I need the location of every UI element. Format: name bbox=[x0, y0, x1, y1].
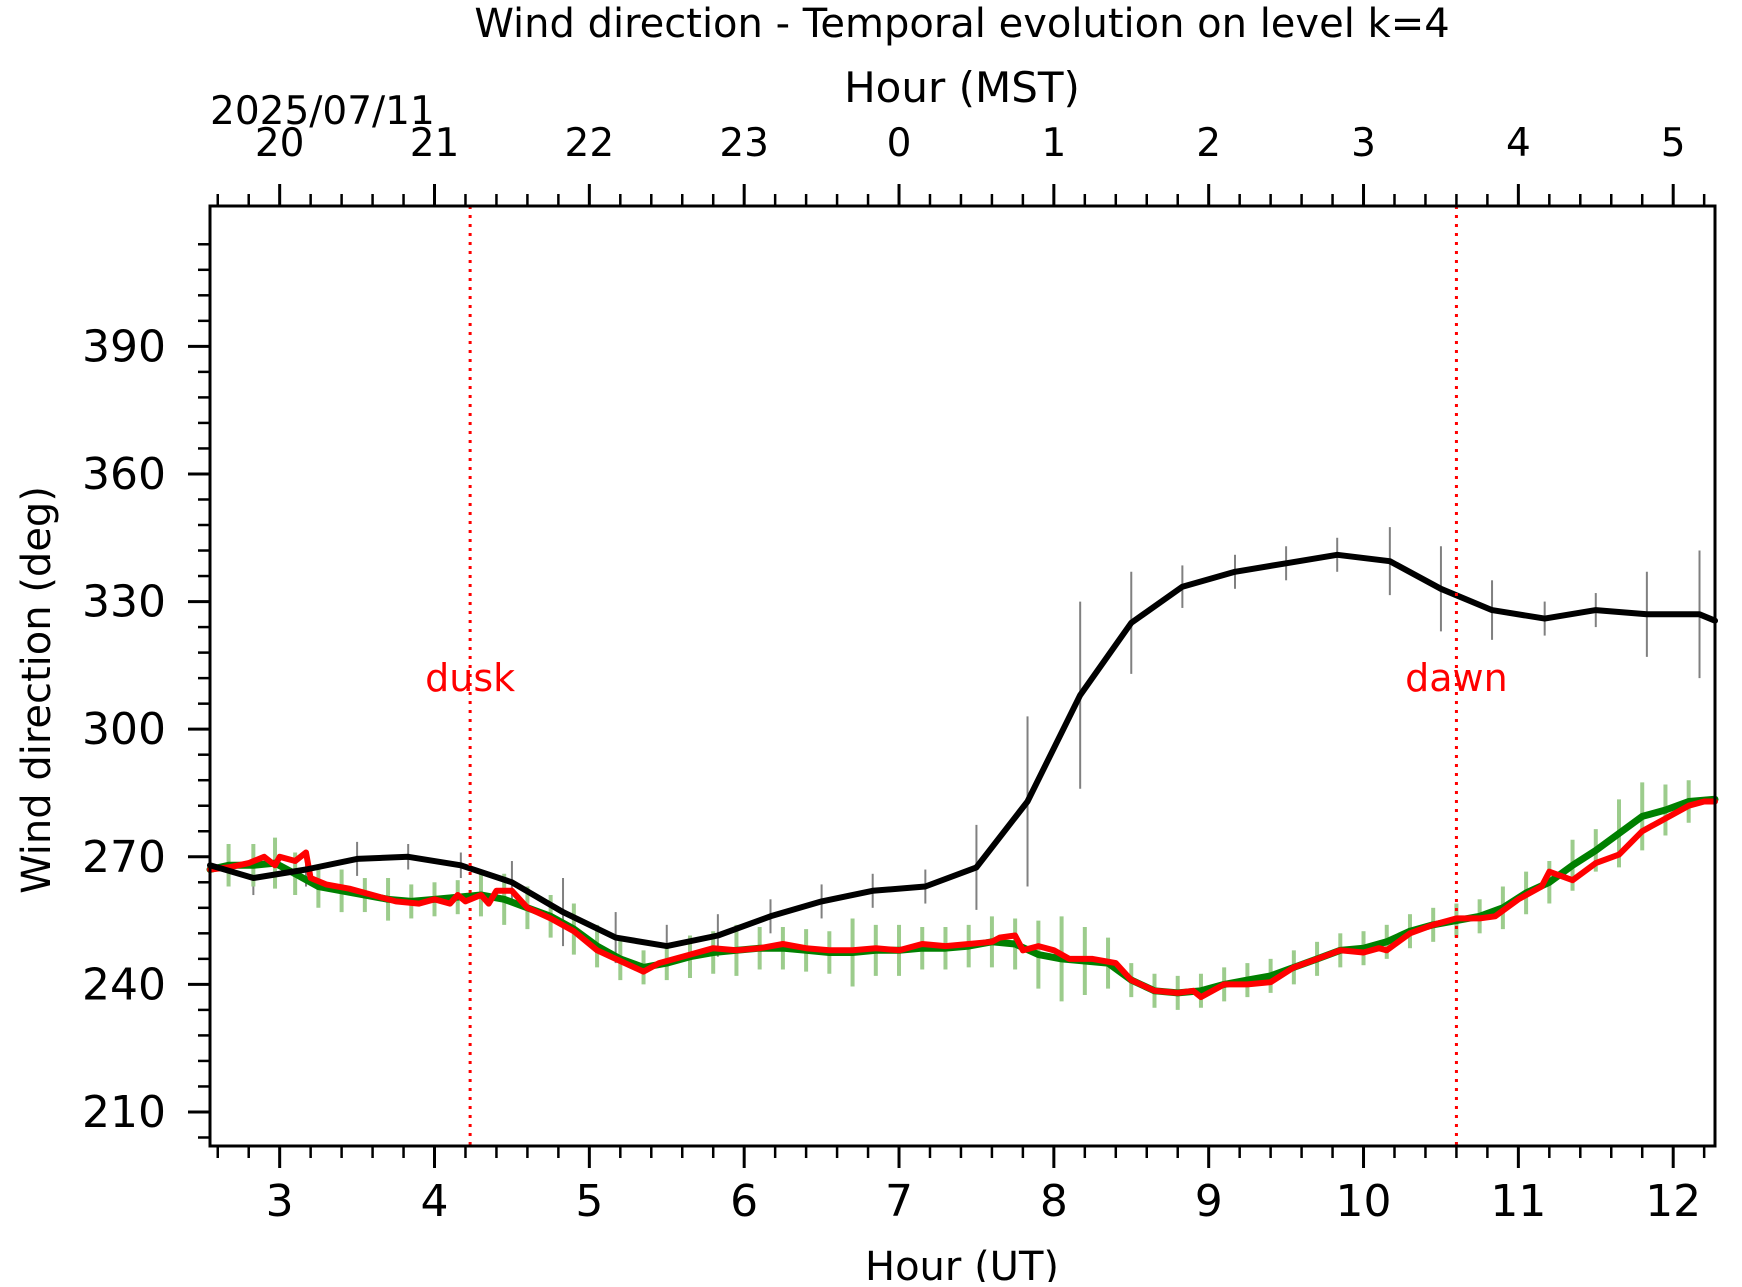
y-tick-label: 240 bbox=[82, 959, 166, 1010]
y-tick-label: 360 bbox=[82, 449, 166, 500]
y-axis-label: Wind direction (deg) bbox=[14, 486, 60, 894]
top-x-tick-label: 20 bbox=[255, 121, 305, 166]
x-tick-label: 12 bbox=[1645, 1176, 1701, 1227]
x-tick-label: 8 bbox=[1040, 1176, 1068, 1227]
top-x-tick-label: 21 bbox=[410, 121, 460, 166]
x-tick-label: 6 bbox=[730, 1176, 758, 1227]
top-x-tick-label: 1 bbox=[1041, 121, 1066, 166]
x-tick-label: 5 bbox=[575, 1176, 603, 1227]
x-tick-label: 4 bbox=[421, 1176, 449, 1227]
date-label: 2025/07/11 bbox=[210, 89, 435, 134]
top-x-tick-label: 4 bbox=[1506, 121, 1531, 166]
plot-frame bbox=[208, 204, 1717, 1148]
y-tick-label: 210 bbox=[82, 1087, 166, 1138]
top-x-tick-label: 2 bbox=[1196, 121, 1221, 166]
top-x-tick-label: 3 bbox=[1351, 121, 1376, 166]
x-axis-label: Hour (UT) bbox=[865, 1244, 1059, 1282]
top-x-tick-label: 5 bbox=[1661, 121, 1686, 166]
y-tick-label: 300 bbox=[82, 704, 166, 755]
top-x-tick-label: 22 bbox=[565, 121, 615, 166]
dusk-label: dusk bbox=[425, 656, 515, 700]
series-line bbox=[207, 551, 1718, 950]
series-line bbox=[207, 798, 1718, 1001]
dawn-label: dawn bbox=[1405, 656, 1508, 700]
top-axis-label: Hour (MST) bbox=[844, 63, 1080, 112]
x-tick-label: 10 bbox=[1336, 1176, 1392, 1227]
series-line bbox=[206, 795, 1719, 997]
y-tick-label: 330 bbox=[82, 577, 166, 628]
y-tick-label: 270 bbox=[82, 832, 166, 883]
x-tick-label: 11 bbox=[1490, 1176, 1546, 1227]
chart-title: Wind direction - Temporal evolution on l… bbox=[474, 1, 1449, 47]
x-tick-label: 3 bbox=[266, 1176, 294, 1227]
x-tick-label: 7 bbox=[885, 1176, 913, 1227]
x-tick-label: 9 bbox=[1195, 1176, 1223, 1227]
y-tick-label: 390 bbox=[82, 321, 166, 372]
top-x-tick-label: 23 bbox=[719, 121, 769, 166]
top-x-tick-label: 0 bbox=[887, 121, 912, 166]
